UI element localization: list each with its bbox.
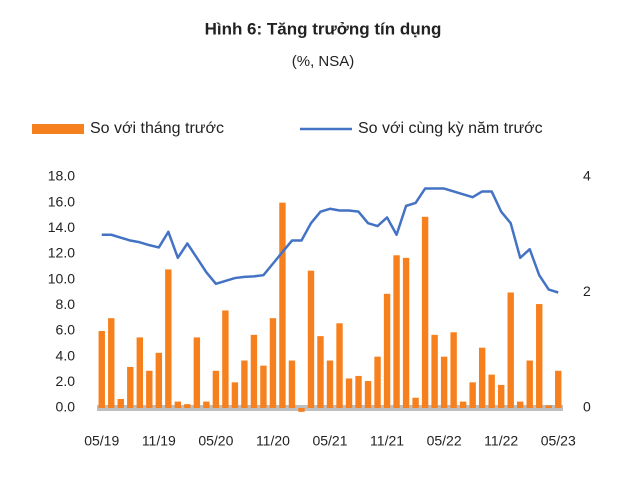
chart-subtitle: (%, NSA) bbox=[292, 53, 355, 70]
bar bbox=[155, 352, 163, 408]
bar bbox=[174, 401, 182, 408]
bar bbox=[393, 255, 400, 408]
bar bbox=[469, 382, 476, 408]
y-tick-label: 10.0 bbox=[48, 270, 75, 286]
bar bbox=[488, 374, 495, 408]
bar bbox=[526, 360, 533, 408]
y2-tick-label: 0 bbox=[583, 399, 591, 415]
y-tick-label: 18.0 bbox=[48, 168, 75, 184]
bar bbox=[317, 336, 324, 408]
bar bbox=[364, 381, 372, 408]
legend-label: So với tháng trước bbox=[90, 120, 224, 137]
bar bbox=[326, 360, 334, 408]
bar bbox=[459, 401, 467, 408]
chart-title: Hình 6: Tăng trưởng tín dụng bbox=[205, 19, 442, 38]
bar bbox=[193, 337, 201, 408]
bar bbox=[269, 318, 277, 408]
bar bbox=[146, 370, 153, 408]
bar bbox=[307, 270, 315, 408]
y-tick-label: 8.0 bbox=[56, 296, 76, 312]
bar bbox=[288, 360, 296, 408]
y-tick-label: 12.0 bbox=[48, 245, 75, 261]
legend-label: So với cùng kỳ năm trước bbox=[358, 120, 543, 137]
bar bbox=[555, 370, 562, 408]
bar bbox=[374, 356, 381, 408]
bar bbox=[165, 269, 172, 408]
bar bbox=[231, 382, 239, 408]
bar bbox=[108, 318, 115, 408]
x-tick-label: 05/23 bbox=[541, 433, 576, 449]
bar bbox=[421, 216, 429, 408]
line bbox=[101, 187, 559, 294]
bar bbox=[412, 397, 419, 408]
bar bbox=[402, 257, 410, 408]
bar bbox=[279, 202, 286, 408]
legend-swatch bbox=[32, 124, 84, 134]
bar bbox=[241, 360, 248, 408]
x-tick-label: 11/20 bbox=[256, 433, 290, 449]
y-tick-label: 2.0 bbox=[56, 373, 76, 389]
bar bbox=[184, 404, 191, 408]
bar bbox=[212, 370, 220, 408]
y-tick-label: 14.0 bbox=[48, 219, 75, 235]
bar bbox=[203, 401, 210, 408]
bar bbox=[117, 399, 124, 408]
x-tick-label: 05/21 bbox=[312, 433, 347, 449]
bar bbox=[127, 366, 134, 408]
x-tick-label: 05/20 bbox=[198, 433, 233, 449]
x-tick-label: 05/19 bbox=[84, 433, 119, 449]
bar bbox=[383, 293, 391, 408]
bar bbox=[431, 334, 438, 408]
y-tick-label: 0.0 bbox=[56, 399, 76, 415]
bar bbox=[478, 347, 486, 408]
bar bbox=[355, 375, 362, 408]
bar bbox=[98, 331, 105, 408]
bar bbox=[497, 384, 505, 408]
y-tick-label: 4.0 bbox=[56, 347, 76, 363]
x-tick-label: 11/21 bbox=[370, 433, 404, 449]
x-tick-label: 05/22 bbox=[427, 433, 462, 449]
y-tick-label: 6.0 bbox=[56, 322, 76, 338]
bar bbox=[545, 405, 552, 408]
bar bbox=[260, 365, 267, 408]
bar bbox=[298, 408, 305, 412]
bar bbox=[222, 310, 229, 408]
y2-tick-label: 2 bbox=[583, 283, 591, 299]
x-tick-label: 11/19 bbox=[142, 433, 176, 449]
bar bbox=[345, 378, 353, 408]
bar bbox=[440, 356, 448, 408]
bar bbox=[517, 401, 524, 408]
y2-tick-label: 4 bbox=[583, 168, 591, 184]
y-tick-label: 16.0 bbox=[48, 193, 75, 209]
bar bbox=[336, 323, 343, 408]
bar bbox=[136, 337, 143, 408]
bar bbox=[450, 332, 457, 408]
bar bbox=[507, 292, 514, 408]
x-tick-label: 11/22 bbox=[484, 433, 518, 449]
bar bbox=[250, 334, 258, 408]
bar bbox=[536, 304, 543, 408]
